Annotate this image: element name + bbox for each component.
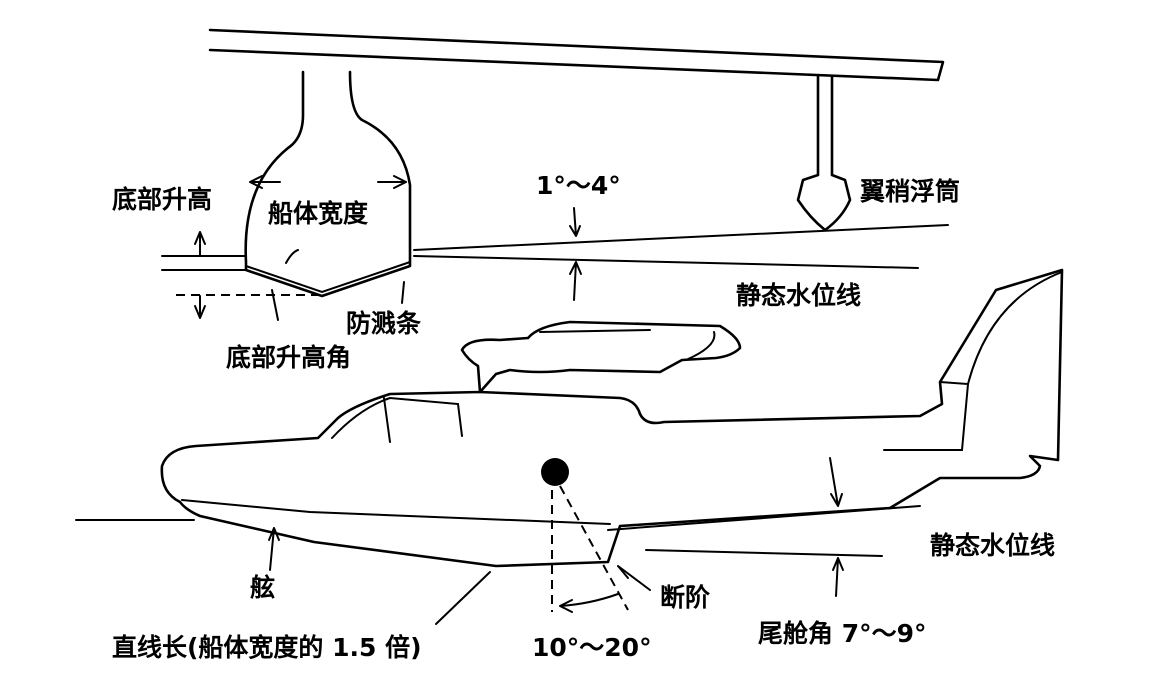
tail-fin-inner — [883, 271, 1063, 451]
chine-arrow-up — [194, 231, 206, 257]
wing-angle-arrow-bottom — [569, 261, 582, 301]
step-label: 断阶 — [660, 583, 711, 612]
wing-angle-arrow-top — [569, 207, 581, 237]
afterbody-angle-label: 尾舱角 7°～9° — [758, 619, 927, 648]
fuselage-outline — [160, 268, 1064, 568]
hull-width-arrow-right — [377, 175, 407, 189]
chine-arrow-down — [194, 295, 206, 319]
static-waterline-top — [413, 255, 919, 269]
keel-leader — [268, 527, 280, 571]
hull-bottom-leader — [285, 249, 299, 264]
hull-cross-section — [244, 70, 412, 298]
engine-nacelle — [539, 329, 716, 361]
keel-label: 舷 — [250, 573, 275, 602]
center-of-gravity-icon — [541, 458, 569, 486]
wingtip-float-label: 翼稍浮筒 — [859, 177, 960, 206]
side-view — [75, 268, 1064, 625]
straight-length-label: 直线长(船体宽度的 1.5 倍) — [112, 633, 422, 662]
chine-height-label: 底部升高 — [112, 185, 212, 214]
cg-step-dashed — [559, 485, 629, 611]
step-angle-label: 10°～20° — [532, 633, 652, 662]
wing-reference-line — [413, 224, 949, 251]
cockpit-canopy — [331, 396, 463, 443]
straight-length-leader — [435, 571, 491, 625]
wing-outline — [208, 28, 945, 82]
spray-strip-label: 防溅条 — [346, 309, 422, 338]
hull-keel-line — [245, 261, 411, 294]
front-view — [161, 28, 949, 321]
wing-angle-label: 1°～4° — [536, 171, 621, 200]
afterbody-angle-line — [607, 505, 921, 531]
hull-width-arrow-left — [249, 175, 281, 189]
afterbody-arrow-bottom — [832, 557, 844, 597]
hull-width-label: 船体宽度 — [268, 199, 368, 228]
deadrise-angle-label: 底部升高角 — [226, 343, 351, 372]
waterline-top-label: 静态水位线 — [736, 281, 861, 310]
float-strut — [796, 74, 852, 232]
hull-bottom-line — [181, 499, 611, 525]
waterline-bottom-label: 静态水位线 — [930, 531, 1055, 560]
afterbody-arrow-top — [829, 457, 843, 507]
step-angle-arrow — [559, 593, 619, 613]
step-leader — [617, 565, 651, 591]
deadrise-leader — [271, 289, 279, 321]
labels: 底部升高 船体宽度 1°～4° 翼稍浮筒 静态水位线 防溅条 底部升高角 静态水… — [112, 171, 1055, 662]
spray-strip-leader — [401, 281, 405, 304]
static-waterline-bottom — [645, 549, 883, 557]
